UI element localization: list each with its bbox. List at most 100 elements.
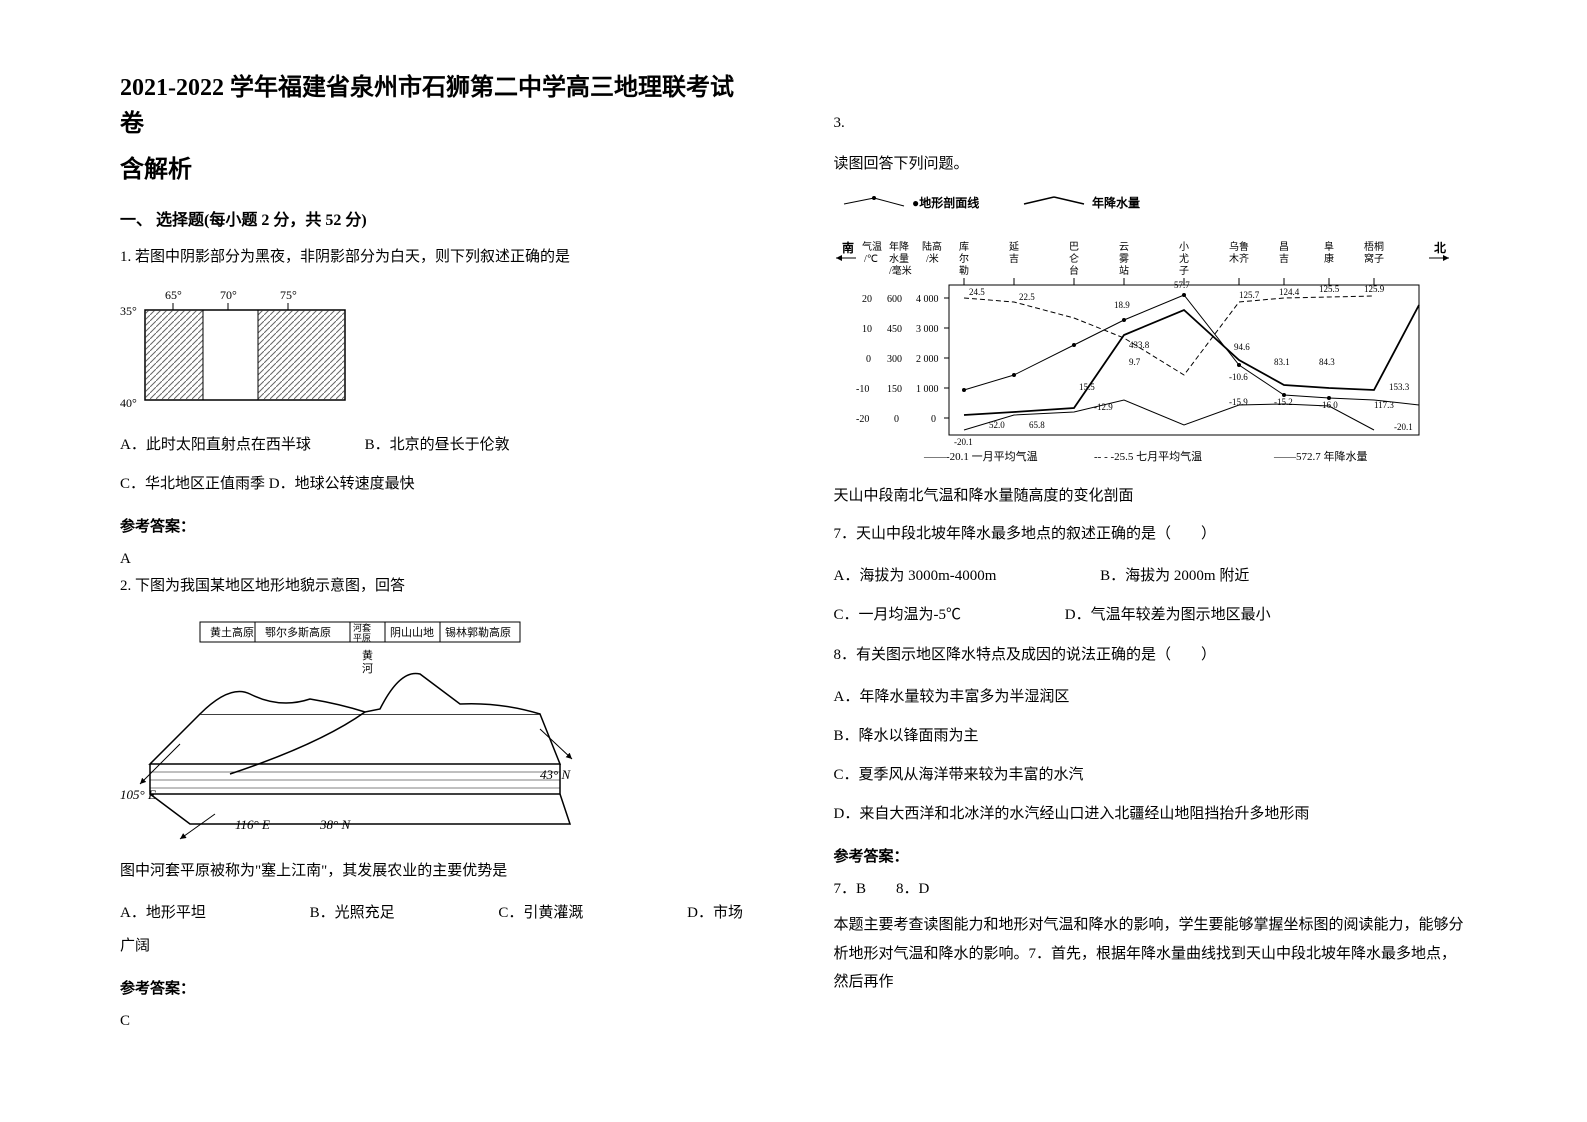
label-plain: 平原 bbox=[353, 633, 371, 643]
q1-optD: D．地球公转速度最快 bbox=[269, 476, 415, 492]
svg-text:125.5: 125.5 bbox=[1319, 284, 1340, 294]
svg-text:小: 小 bbox=[1179, 241, 1189, 253]
q8-text: 8．有关图示地区降水特点及成因的说法正确的是（ ） bbox=[834, 642, 1468, 669]
svg-text:勒: 勒 bbox=[959, 264, 969, 277]
q1-optB: B．北京的昼长于伦敦 bbox=[365, 437, 510, 453]
q7-optB: B．海拔为 2000m 附近 bbox=[1100, 568, 1249, 584]
q2-optD: D．市场广阔 bbox=[120, 905, 743, 954]
svg-text:57.7: 57.7 bbox=[1174, 280, 1190, 290]
right-column: 3. 读图回答下列问题。 ●地形剖面线 年降水量 南 北 气温 bbox=[794, 70, 1488, 1082]
svg-text:-20.1: -20.1 bbox=[1394, 422, 1413, 432]
svg-text:木齐: 木齐 bbox=[1229, 252, 1249, 265]
svg-text:仑: 仑 bbox=[1069, 252, 1079, 265]
coord-105e: 105° E bbox=[120, 787, 156, 802]
q7-optA: A．海拔为 3000m-4000m bbox=[834, 560, 997, 593]
q2-optA: A．地形平坦 bbox=[120, 897, 206, 930]
svg-text:124.4: 124.4 bbox=[1279, 287, 1300, 297]
left-column: 2021-2022 学年福建省泉州市石狮第二中学高三地理联考试卷 含解析 一、 … bbox=[100, 70, 794, 1082]
svg-text:北: 北 bbox=[1434, 240, 1446, 255]
svg-text:水量: 水量 bbox=[889, 253, 909, 265]
svg-text:3 000: 3 000 bbox=[916, 324, 939, 335]
svg-text:吉: 吉 bbox=[1279, 253, 1289, 265]
q1-optC: C．华北地区正值雨季 bbox=[120, 476, 265, 492]
q1-options-row2: C．华北地区正值雨季 D．地球公转速度最快 bbox=[120, 468, 754, 501]
svg-text:延: 延 bbox=[1009, 241, 1019, 253]
q7-optC: C．一月均温为-5℃ bbox=[834, 599, 962, 632]
q8-optB: B．降水以锋面雨为主 bbox=[834, 720, 1468, 753]
q3-figure: 南 北 气温 /℃ 年降 水量 /毫米 陆高 /米 库尔勒 延吉 巴仑台 云雾站… bbox=[834, 230, 1468, 470]
q2-subtext: 图中河套平原被称为"塞上江南"，其发展农业的主要优势是 bbox=[120, 858, 754, 885]
svg-text:450: 450 bbox=[887, 324, 902, 335]
label-hetao: 河套 bbox=[353, 622, 371, 633]
svg-text:气温: 气温 bbox=[862, 240, 882, 253]
svg-text:-10.6: -10.6 bbox=[1229, 372, 1248, 382]
svg-text:-10: -10 bbox=[856, 384, 869, 395]
q1-options-row1: A．此时太阳直射点在西半球 B．北京的昼长于伦敦 bbox=[120, 429, 754, 462]
svg-text:52.0: 52.0 bbox=[989, 420, 1005, 430]
svg-text:——-20.1 一月平均气温: ——-20.1 一月平均气温 bbox=[923, 449, 1038, 463]
q8-optA: A．年降水量较为丰富多为半湿润区 bbox=[834, 681, 1468, 714]
svg-text:433.8: 433.8 bbox=[1129, 340, 1150, 350]
label-ordos: 鄂尔多斯高原 bbox=[265, 625, 331, 639]
svg-text:94.6: 94.6 bbox=[1234, 342, 1250, 352]
q7-text: 7．天山中段北坡年降水最多地点的叙述正确的是（ ） bbox=[834, 521, 1468, 548]
label-yellow-river-v2: 河 bbox=[362, 662, 373, 675]
q1-figure: 65° 70° 75° 35° 40° bbox=[120, 285, 754, 415]
svg-text:0: 0 bbox=[931, 414, 936, 425]
q1-answer-header: 参考答案： bbox=[120, 515, 754, 536]
svg-text:/℃: /℃ bbox=[864, 254, 878, 265]
lat-40: 40° bbox=[120, 396, 137, 410]
svg-text:22.5: 22.5 bbox=[1019, 292, 1035, 302]
svg-text:梧桐: 梧桐 bbox=[1364, 240, 1384, 253]
svg-text:站: 站 bbox=[1119, 264, 1129, 277]
q2-options: A．地形平坦 B．光照充足 C．引黄灌溉 D．市场广阔 bbox=[120, 897, 754, 963]
svg-text:1 000: 1 000 bbox=[916, 384, 939, 395]
q7-optD: D．气温年较差为图示地区最小 bbox=[1065, 607, 1271, 623]
q1-answer: A bbox=[120, 546, 754, 573]
coord-116e: 116° E bbox=[235, 817, 270, 832]
q8-optC: C．夏季风从海洋带来较为丰富的水汽 bbox=[834, 759, 1468, 792]
svg-text:年降: 年降 bbox=[889, 240, 909, 253]
svg-text:/毫米: /毫米 bbox=[889, 264, 912, 277]
svg-text:65.8: 65.8 bbox=[1029, 420, 1045, 430]
q3-caption: 天山中段南北气温和降水量随高度的变化剖面 bbox=[834, 484, 1468, 505]
svg-text:台: 台 bbox=[1069, 264, 1079, 277]
svg-text:昌: 昌 bbox=[1279, 241, 1289, 253]
exam-title-2: 含解析 bbox=[120, 152, 754, 188]
q3-num: 3. bbox=[834, 110, 1468, 137]
svg-text:24.5: 24.5 bbox=[969, 287, 985, 297]
legend-precip: 年降水量 bbox=[1092, 195, 1140, 210]
label-loess: 黄土高原 bbox=[210, 625, 254, 639]
svg-text:窝子: 窝子 bbox=[1364, 252, 1384, 265]
lat-35: 35° bbox=[120, 304, 137, 318]
svg-text:南: 南 bbox=[842, 240, 854, 255]
svg-text:子: 子 bbox=[1179, 265, 1189, 277]
label-yinshan: 阴山山地 bbox=[390, 626, 434, 639]
svg-text:-16.0: -16.0 bbox=[1319, 400, 1338, 410]
q2-text: 2. 下图为我国某地区地形地貌示意图，回答 bbox=[120, 573, 754, 600]
svg-text:/米: /米 bbox=[926, 252, 939, 265]
svg-text:库: 库 bbox=[959, 240, 969, 253]
label-xilin: 锡林郭勒高原 bbox=[445, 625, 511, 639]
q2-figure: 黄土高原 鄂尔多斯高原 河套 平原 阴山山地 锡林郭勒高原 黄 河 bbox=[120, 614, 754, 844]
svg-text:-12.9: -12.9 bbox=[1094, 402, 1113, 412]
q3-intro: 读图回答下列问题。 bbox=[834, 151, 1468, 178]
ans78-explanation: 本题主要考查读图能力和地形对气温和降水的影响，学生要能够掌握坐标图的阅读能力，能… bbox=[834, 911, 1468, 997]
q3-legend: ●地形剖面线 年降水量 bbox=[834, 192, 1468, 216]
ans78-header: 参考答案： bbox=[834, 845, 1468, 866]
q2-answer: C bbox=[120, 1008, 754, 1035]
svg-text:-15.9: -15.9 bbox=[1229, 397, 1248, 407]
svg-text:0: 0 bbox=[866, 354, 871, 365]
svg-text:-20.1: -20.1 bbox=[954, 437, 973, 447]
svg-text:153.3: 153.3 bbox=[1389, 382, 1410, 392]
svg-text:-20: -20 bbox=[856, 414, 869, 425]
svg-text:125.9: 125.9 bbox=[1364, 284, 1385, 294]
lon-65: 65° bbox=[165, 288, 182, 302]
lon-70: 70° bbox=[220, 288, 237, 302]
q8-optD: D．来自大西洋和北冰洋的水汽经山口进入北疆经山地阻挡抬升多地形雨 bbox=[834, 798, 1468, 831]
q1-optA: A．此时太阳直射点在西半球 bbox=[120, 429, 311, 462]
svg-text:吉: 吉 bbox=[1009, 253, 1019, 265]
q2-optB: B．光照充足 bbox=[310, 897, 395, 930]
legend-terrain: ●地形剖面线 bbox=[912, 195, 979, 210]
svg-text:尤: 尤 bbox=[1179, 252, 1189, 265]
